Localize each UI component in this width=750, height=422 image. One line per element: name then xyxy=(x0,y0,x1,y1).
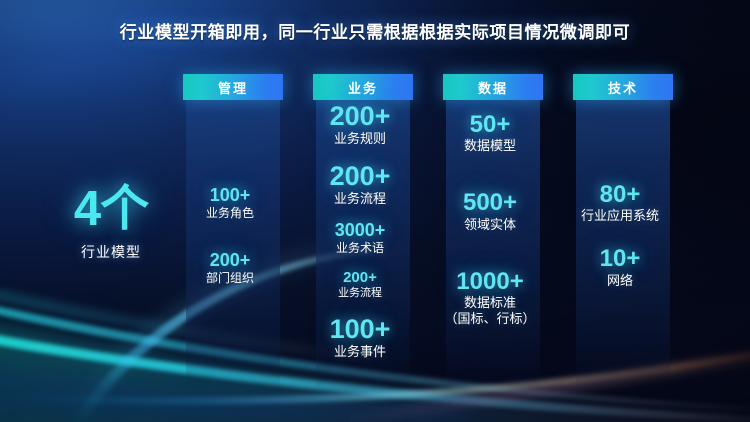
category-column: 技术 80+ 行业应用系统 10+ 网络 xyxy=(573,74,673,390)
stat-item: 500+ 领域实体 xyxy=(429,190,551,232)
stat-label: 数据模型 xyxy=(463,138,516,154)
stat-number: 80+ xyxy=(599,181,641,208)
stat-label: 业务术语 xyxy=(335,241,384,256)
left-summary: 4个 行业模型 xyxy=(36,182,186,262)
stat-number: 100+ xyxy=(209,185,251,205)
left-summary-label: 行业模型 xyxy=(81,244,141,261)
stat-number: 500+ xyxy=(462,189,518,217)
stat-number: 200+ xyxy=(343,269,377,287)
stat-number: 1000+ xyxy=(456,267,524,295)
column-header-1[interactable]: 管理 xyxy=(183,74,283,100)
stat-number: 3000+ xyxy=(334,220,386,241)
stat-item: 200+ 部门组织 xyxy=(169,249,291,286)
stat-item: 100+ 业务角色 xyxy=(169,186,291,221)
stat-label: 网络 xyxy=(606,272,633,288)
slide-title: 行业模型开箱即用，同一行业只需根据根据实际项目情况微调即可 xyxy=(119,23,631,42)
stat-label: 业务流程 xyxy=(333,190,386,206)
category-column: 业务 200+ 业务规则 200+ 业务流程 3000+ 业务术语 200+ 业务流程 100+ 业… xyxy=(313,74,413,390)
left-summary-number: 4个 xyxy=(73,182,149,236)
stat-number: 200+ xyxy=(329,160,391,191)
category-column: 数据 50+ 数据模型 500+ 领域实体 1000+ 数据标准 （国标、行标） xyxy=(443,74,543,390)
stat-number: 10+ xyxy=(599,245,641,273)
stat-label: 领域实体 xyxy=(463,216,516,232)
stat-number: 200+ xyxy=(329,101,391,131)
stat-item: 1000+ 数据标准 （国标、行标） xyxy=(429,269,551,328)
stat-item: 10+ 网络 xyxy=(559,246,681,288)
column-item-list: 50+ 数据模型 500+ 领域实体 1000+ 数据标准 （国标、行标） xyxy=(429,112,551,364)
stat-label: 部门组织 xyxy=(205,270,254,285)
column-header-3[interactable]: 数据 xyxy=(443,74,543,100)
column-header-2[interactable]: 业务 xyxy=(313,74,413,100)
stat-item: 200+ 业务流程 xyxy=(299,270,421,301)
stat-number: 200+ xyxy=(209,249,251,270)
column-item-list: 100+ 业务角色 200+ 部门组织 xyxy=(169,186,291,316)
stat-sublabel: （国标、行标） xyxy=(444,311,536,327)
stat-item: 100+ 业务事件 xyxy=(299,313,421,361)
stat-label: 行业应用系统 xyxy=(580,208,659,224)
stat-item: 3000+ 业务术语 xyxy=(299,221,421,256)
stat-number: 100+ xyxy=(329,313,391,344)
stat-label: 业务规则 xyxy=(333,131,386,147)
stat-item: 50+ 数据模型 xyxy=(429,112,551,154)
stat-item: 200+ 业务规则 xyxy=(299,102,421,148)
stat-label: 数据标准 xyxy=(463,295,516,311)
stat-item: 200+ 业务流程 xyxy=(299,160,421,208)
stat-label: 业务角色 xyxy=(205,205,254,220)
category-column: 管理 100+ 业务角色 200+ 部门组织 xyxy=(183,74,283,390)
stat-label: 业务流程 xyxy=(338,286,382,299)
stat-label: 业务事件 xyxy=(333,343,386,359)
stat-number: 50+ xyxy=(469,111,511,138)
column-item-list: 80+ 行业应用系统 10+ 网络 xyxy=(559,182,681,311)
column-item-list: 200+ 业务规则 200+ 业务流程 3000+ 业务术语 200+ 业务流程 100+ 业务事… xyxy=(299,102,421,374)
column-header-4[interactable]: 技术 xyxy=(573,74,673,100)
stat-item: 80+ 行业应用系统 xyxy=(559,182,681,224)
